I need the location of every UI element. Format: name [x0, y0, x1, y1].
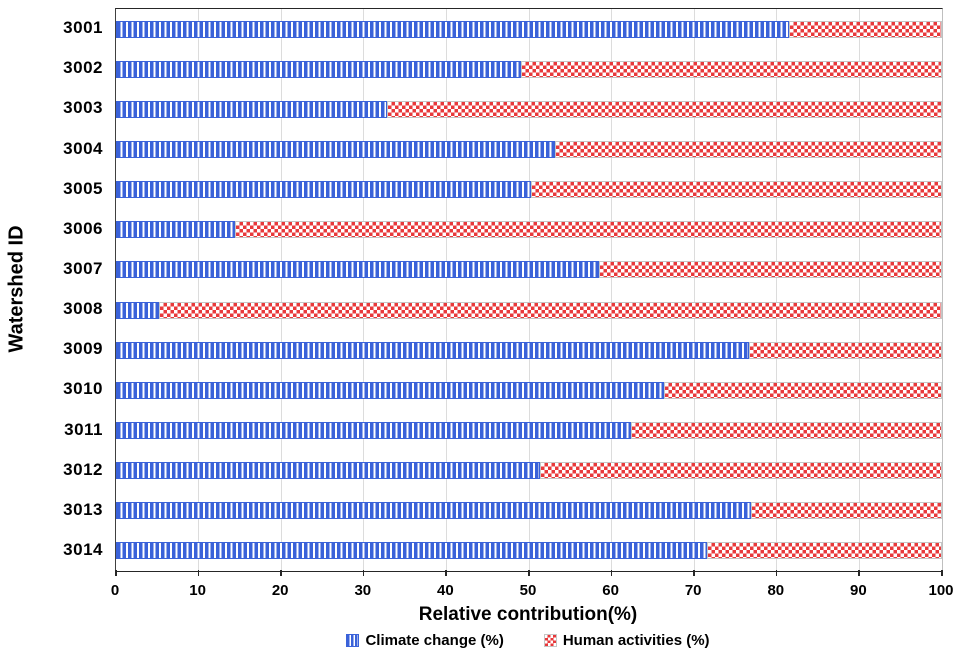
category-label-3011: 3011	[64, 419, 103, 439]
bar-row-3007	[116, 261, 942, 279]
bar-row-3004	[116, 141, 942, 158]
x-axis-tick-label: 90	[850, 582, 867, 599]
bar-segment-human-3005	[531, 181, 942, 199]
bar-row-3008	[116, 301, 942, 319]
legend: Climate change (%) Human activities (%)	[115, 632, 941, 649]
x-axis-tick-label: 70	[684, 582, 702, 599]
category-label-3010: 3010	[63, 379, 103, 399]
x-axis-tick	[858, 570, 860, 576]
bar-segment-climate-3005	[116, 181, 532, 199]
gridline	[693, 9, 695, 571]
bar-segment-human-3006	[234, 221, 942, 239]
x-axis-tick	[115, 570, 117, 576]
gridline	[363, 9, 365, 571]
climate-change-swatch-icon	[346, 634, 360, 647]
bar-row-3011	[116, 422, 942, 439]
category-label-3009: 3009	[63, 339, 103, 359]
x-axis-tick	[197, 570, 200, 576]
x-axis-tick	[693, 570, 695, 576]
bar-segment-climate-3003	[116, 100, 387, 118]
bar-segment-climate-3014	[116, 542, 708, 560]
bar-segment-human-3014	[707, 542, 942, 560]
bar-segment-human-3012	[539, 462, 942, 480]
y-axis-title: Watershed ID	[5, 225, 28, 353]
gridline	[776, 9, 778, 571]
category-label-3012: 3012	[63, 459, 103, 479]
category-label-3014: 3014	[63, 539, 103, 559]
bar-segment-human-3001	[789, 20, 942, 38]
bar-segment-human-3008	[158, 301, 942, 319]
bar-segment-human-3011	[630, 422, 942, 439]
legend-item-human: Human activities (%)	[543, 632, 710, 649]
bar-segment-climate-3007	[116, 261, 600, 279]
category-label-3006: 3006	[63, 218, 103, 238]
x-axis-tick	[775, 570, 778, 576]
gridline	[858, 9, 860, 571]
bar-row-3001	[116, 20, 942, 38]
category-label-3001: 3001	[63, 18, 103, 38]
x-axis-tick-label: 10	[189, 582, 206, 599]
x-axis-tick-label: 40	[437, 582, 454, 599]
bar-segment-climate-3001	[116, 20, 790, 38]
bar-row-3005	[116, 181, 942, 199]
x-axis-tick	[528, 570, 530, 576]
bar-segment-human-3010	[664, 381, 942, 399]
gridline	[198, 9, 200, 571]
x-axis-tick	[610, 570, 613, 576]
bar-segment-climate-3004	[116, 141, 556, 158]
x-axis-tick	[362, 570, 365, 576]
bar-segment-human-3013	[751, 502, 942, 520]
category-label-3005: 3005	[63, 178, 103, 198]
bar-segment-human-3002	[520, 60, 942, 78]
human-activities-swatch-icon	[543, 634, 557, 647]
x-axis-tick-label: 0	[110, 582, 120, 599]
legend-label-human: Human activities (%)	[562, 632, 710, 649]
x-axis-tick-label: 60	[602, 582, 619, 599]
bar-segment-human-3009	[748, 341, 942, 359]
bar-row-3003	[116, 100, 942, 118]
category-label-3002: 3002	[63, 58, 103, 78]
bar-segment-climate-3009	[116, 341, 749, 359]
gridline	[611, 9, 613, 571]
category-label-3004: 3004	[63, 138, 103, 158]
bar-row-3014	[116, 542, 942, 560]
x-axis-tick-label: 80	[767, 582, 785, 599]
bar-segment-climate-3002	[116, 60, 521, 78]
bar-row-3013	[116, 502, 942, 520]
x-axis-tick	[280, 570, 282, 576]
legend-label-climate: Climate change (%)	[365, 632, 504, 649]
bar-segment-human-3003	[386, 100, 942, 118]
bar-segment-climate-3008	[116, 301, 159, 319]
bar-segment-climate-3010	[116, 381, 665, 399]
plot-area	[115, 8, 943, 572]
bar-segment-human-3004	[555, 141, 942, 158]
bar-row-3006	[116, 221, 942, 239]
bar-row-3002	[116, 60, 942, 78]
gridline	[280, 9, 282, 571]
x-axis-tick-label: 30	[354, 582, 372, 599]
bar-segment-human-3007	[599, 261, 942, 279]
gridline	[445, 9, 447, 571]
category-label-3008: 3008	[63, 299, 103, 319]
x-axis-title: Relative contribution(%)	[418, 604, 638, 625]
bar-segment-climate-3013	[116, 502, 752, 520]
bar-segment-climate-3006	[116, 221, 235, 239]
x-axis-tick	[941, 570, 943, 576]
bar-row-3009	[116, 341, 942, 359]
x-axis-tick	[445, 570, 447, 576]
x-axis-tick-label: 50	[519, 582, 537, 599]
category-label-3013: 3013	[63, 499, 103, 519]
category-label-3007: 3007	[63, 258, 103, 278]
bar-segment-climate-3012	[116, 462, 540, 480]
bar-row-3012	[116, 462, 942, 480]
gridline	[528, 9, 530, 571]
x-axis-tick-label: 20	[271, 582, 289, 599]
bar-segment-climate-3011	[116, 422, 631, 439]
category-label-3003: 3003	[63, 98, 103, 118]
x-axis-tick-label: 100	[928, 582, 954, 599]
legend-item-climate: Climate change (%)	[346, 632, 504, 649]
bar-row-3010	[116, 381, 942, 399]
